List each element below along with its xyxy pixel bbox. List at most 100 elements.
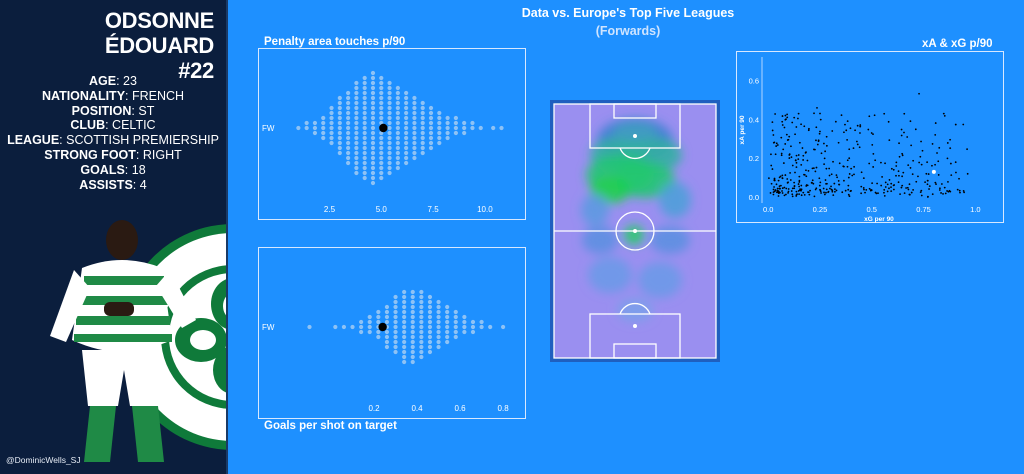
league-player-point	[776, 144, 779, 146]
league-player-point	[883, 112, 886, 115]
league-player-point	[938, 189, 941, 191]
distribution-point	[419, 344, 424, 350]
x-tick-label: 5.0	[376, 205, 388, 214]
league-player-point	[815, 126, 818, 129]
league-player-point	[811, 181, 813, 184]
league-player-point	[825, 188, 828, 191]
league-player-point	[785, 118, 787, 120]
league-player-point	[912, 189, 915, 191]
league-player-point	[876, 182, 878, 185]
league-player-point	[784, 114, 787, 117]
player-point	[379, 123, 388, 133]
player-point	[378, 322, 387, 332]
distribution-point	[445, 334, 450, 340]
league-player-point	[947, 180, 949, 183]
touch-heatmap-pitch	[550, 100, 720, 362]
league-player-point	[825, 191, 827, 194]
distribution-point	[384, 309, 390, 315]
heat-blob	[617, 298, 653, 322]
league-player-point	[938, 146, 941, 149]
touches-swarm-chart: FW 2.5 5.0 7.5 10.0	[258, 48, 526, 220]
distribution-point	[402, 294, 407, 300]
distribution-point	[354, 95, 359, 101]
distribution-point	[362, 145, 367, 151]
league-player-point	[931, 193, 934, 196]
distribution-point	[402, 334, 407, 340]
league-player-point	[781, 177, 784, 179]
league-player-point	[880, 161, 882, 164]
distribution-point	[379, 90, 384, 96]
league-player-point	[966, 148, 968, 151]
credit-text: @DominicWells_SJ	[6, 455, 81, 465]
league-player-point	[786, 178, 789, 180]
distribution-point	[427, 334, 433, 340]
distribution-point	[337, 115, 342, 121]
distribution-point	[362, 95, 367, 101]
league-player-point	[815, 139, 817, 142]
league-player-point	[786, 113, 789, 116]
league-player-point	[924, 181, 927, 184]
league-player-point	[858, 146, 861, 149]
league-player-point	[934, 163, 936, 166]
distribution-point	[362, 120, 367, 126]
distribution-point	[445, 135, 450, 141]
league-player-point	[862, 187, 865, 189]
distribution-point	[387, 80, 392, 86]
league-player-point	[884, 186, 887, 188]
distribution-point	[395, 140, 400, 146]
distribution-point	[428, 105, 434, 111]
league-player-point	[949, 162, 952, 165]
league-player-point	[954, 123, 957, 126]
distribution-point	[370, 155, 376, 161]
league-player-point	[800, 163, 803, 166]
league-player-point	[819, 130, 821, 133]
league-player-point	[883, 194, 886, 197]
player-number: #22	[178, 58, 214, 83]
distribution-point	[427, 329, 433, 335]
distribution-point	[370, 125, 376, 131]
league-player-point	[793, 187, 796, 190]
league-player-point	[911, 173, 914, 176]
league-player-point	[781, 187, 784, 190]
league-player-point	[802, 159, 805, 161]
goals-per-shot-swarm-chart: FW 0.2 0.4 0.6 0.8	[258, 247, 526, 419]
distribution-point	[419, 309, 424, 315]
league-player-point	[939, 187, 941, 190]
distribution-point	[453, 309, 458, 315]
distribution-point	[346, 130, 351, 136]
distribution-point	[445, 130, 450, 136]
distribution-point	[420, 135, 425, 141]
x-tick-label: 0.75	[916, 205, 931, 214]
distribution-point	[436, 339, 441, 345]
league-player-point	[820, 192, 822, 194]
distribution-point	[453, 130, 458, 136]
league-player-point	[859, 125, 862, 128]
league-player-point	[902, 171, 905, 174]
category-label: FW	[262, 124, 275, 133]
distribution-point	[337, 145, 342, 151]
league-player-point	[780, 154, 783, 157]
profile-key: POSITION	[71, 103, 132, 118]
distribution-point	[384, 319, 390, 325]
player-name: ODSONNE ÉDOUARD #22	[0, 8, 214, 83]
league-player-point	[859, 132, 861, 134]
distribution-point	[354, 170, 359, 176]
league-player-point	[843, 179, 845, 182]
league-player-point	[802, 191, 805, 194]
league-player-point	[838, 183, 840, 186]
x-tick-label: 0.2	[368, 404, 380, 413]
distribution-point	[350, 324, 355, 330]
x-tick-label: 0.25	[813, 205, 828, 214]
distribution-point	[445, 319, 450, 325]
league-player-point	[785, 133, 788, 136]
league-player-point	[800, 184, 803, 187]
distribution-point	[410, 329, 415, 335]
league-player-point	[870, 188, 872, 191]
league-player-point	[806, 159, 809, 162]
league-player-point	[846, 120, 849, 123]
distribution-point	[362, 155, 367, 161]
league-player-point	[850, 167, 853, 170]
bottom-six-yard-box	[613, 343, 657, 359]
league-player-point	[898, 142, 900, 145]
distribution-point	[453, 319, 458, 325]
